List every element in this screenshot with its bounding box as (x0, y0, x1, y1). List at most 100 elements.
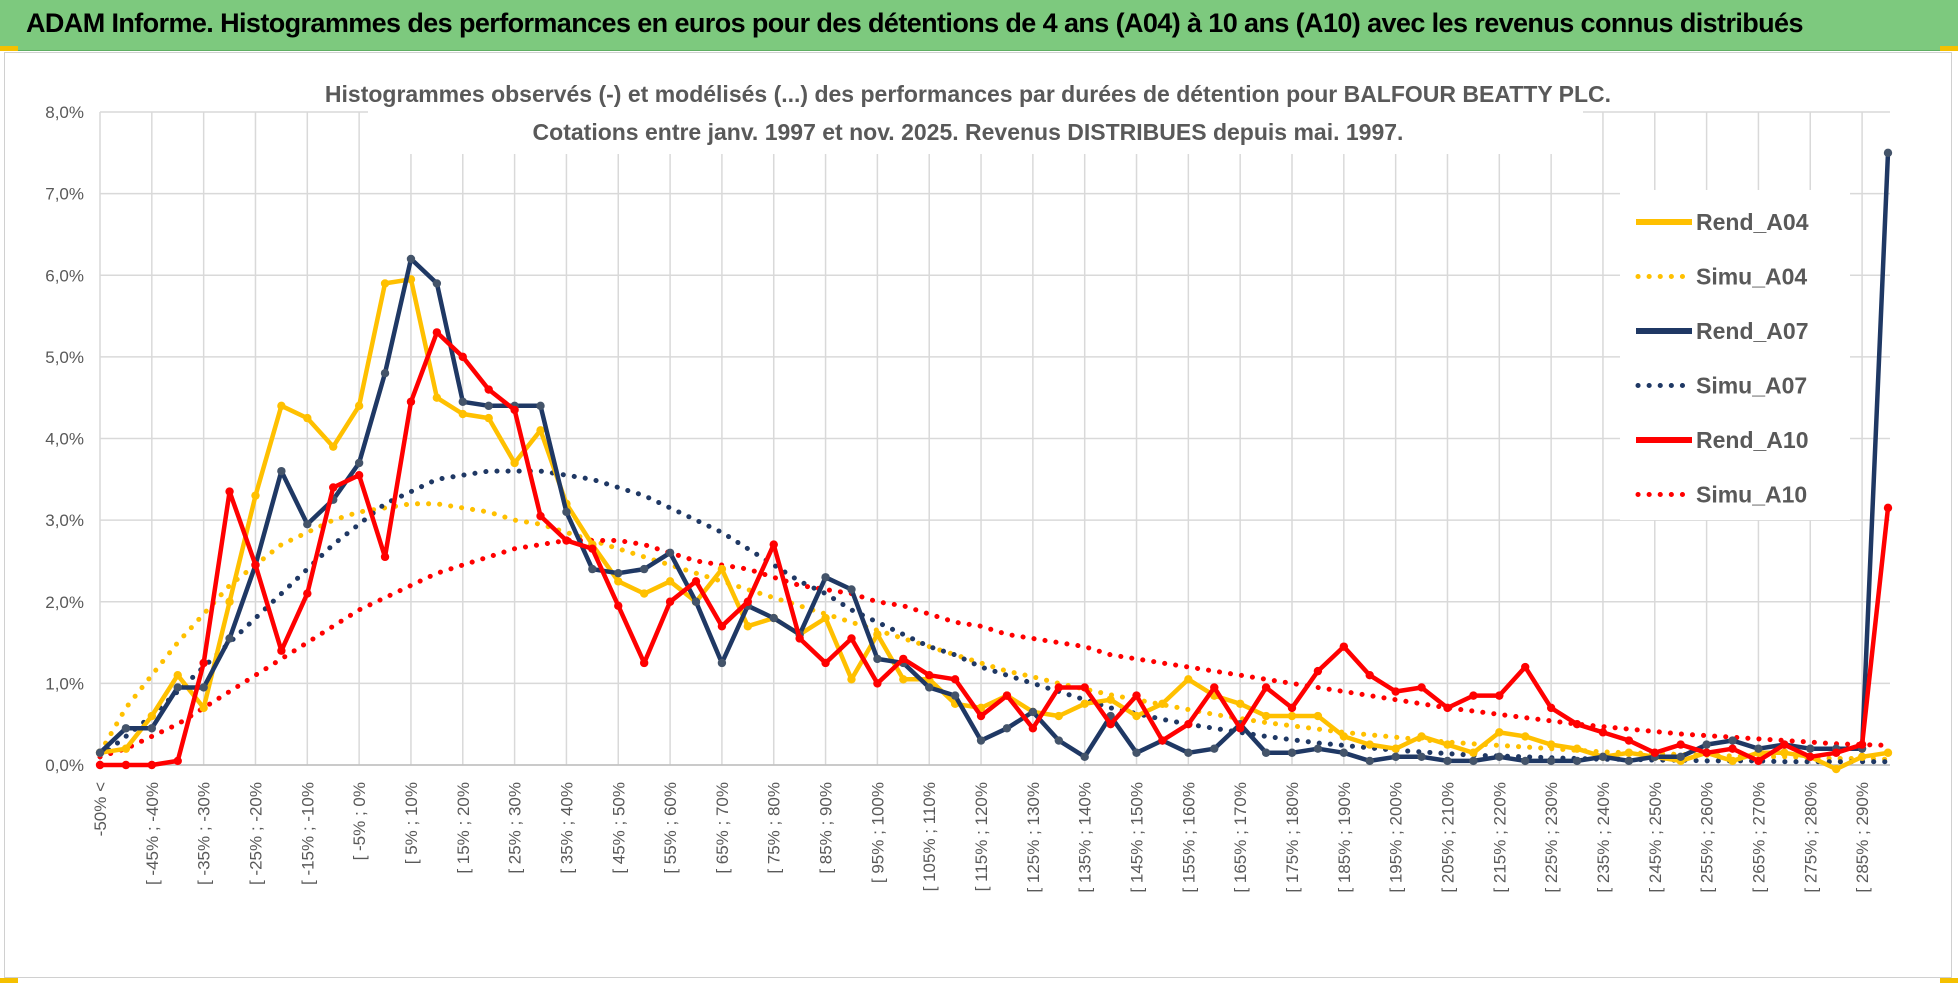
x-tick-label: [ 15% ; 20% (454, 782, 473, 874)
data-point (691, 597, 701, 606)
data-point (1313, 666, 1323, 676)
data-point (717, 658, 727, 668)
banner-title: ADAM Informe. Histogrammes des performan… (26, 8, 1803, 38)
data-point (1158, 699, 1167, 708)
data-point (329, 442, 338, 451)
x-tick-label: [ 45% ; 50% (609, 782, 628, 874)
data-point (251, 560, 260, 570)
data-point (1469, 691, 1478, 700)
data-point (1728, 736, 1737, 745)
data-point (1132, 691, 1141, 700)
y-tick-label: 0,0% (45, 756, 84, 775)
data-point (769, 613, 778, 623)
data-point (1598, 728, 1608, 737)
x-tick-label: -50% < (91, 782, 110, 836)
data-point (1002, 724, 1012, 733)
data-point (1184, 748, 1193, 757)
x-tick-label: [ -35% ; -30% (195, 782, 214, 885)
x-tick-label: [ -25% ; -20% (246, 782, 265, 885)
legend-item-simu-a10: Simu_A10 (1635, 482, 1807, 508)
data-point (847, 634, 856, 643)
data-point (1521, 662, 1530, 672)
data-point (1857, 740, 1867, 749)
x-axis: -50% < [ -45% ; -40% [ -35% ; -30% [ -25% ;… (91, 764, 1890, 893)
x-tick-label: [ 235% ; 240% (1594, 782, 1613, 893)
x-tick-label: [ 135% ; 140% (1076, 782, 1095, 893)
x-tick-label: [ 245% ; 250% (1646, 782, 1665, 893)
data-point (536, 401, 545, 411)
data-point (173, 756, 182, 766)
x-tick-label: [ 175% ; 180% (1283, 782, 1302, 893)
data-point (432, 328, 442, 337)
data-point (1313, 744, 1323, 753)
data-point (1546, 756, 1556, 766)
data-point (1339, 732, 1349, 741)
data-point (821, 573, 830, 582)
data-point (1702, 748, 1711, 757)
x-tick-label: [ -5% ; 0% (350, 782, 369, 860)
y-tick-label: 1,0% (45, 674, 84, 693)
header-banner: ADAM Informe. Histogrammes des performan… (0, 0, 1958, 51)
legend-item-rend-a10: Rend_A10 (1636, 427, 1808, 453)
series-line-Rend_A04 (99, 277, 1889, 772)
data-point (1365, 756, 1374, 766)
legend-label: Rend_A04 (1696, 209, 1809, 235)
data-point (121, 760, 131, 770)
x-tick-label: [ 35% ; 40% (557, 782, 576, 874)
data-point (743, 622, 753, 631)
x-tick-label: [ 265% ; 270% (1749, 782, 1768, 893)
banner-corner-right (1940, 46, 1958, 51)
x-tick-label: [ 25% ; 30% (506, 782, 525, 874)
data-point (976, 711, 986, 721)
data-point (406, 397, 416, 406)
data-point (1080, 683, 1089, 692)
series-simu-a07 (97, 468, 1891, 765)
data-point (1417, 752, 1426, 762)
data-point (1339, 642, 1349, 651)
data-point (1235, 724, 1245, 733)
data-point (1572, 756, 1582, 766)
data-point (1780, 748, 1789, 757)
data-point (1728, 744, 1737, 753)
data-point (1857, 752, 1867, 762)
data-point (354, 458, 364, 468)
data-point (536, 511, 545, 521)
y-tick-label: 7,0% (45, 185, 84, 204)
x-tick-label: [ 85% ; 90% (817, 782, 836, 874)
data-point (1132, 711, 1141, 721)
data-point (1883, 748, 1893, 757)
data-point (1883, 148, 1893, 158)
data-point (639, 564, 649, 574)
legend-item-simu-a07: Simu_A07 (1635, 373, 1807, 399)
data-point (199, 683, 208, 692)
data-point (277, 646, 286, 655)
data-point (251, 491, 260, 500)
data-point (950, 691, 960, 700)
data-point (536, 426, 545, 435)
data-point (639, 658, 649, 668)
data-point (1676, 752, 1685, 762)
data-point (1391, 752, 1400, 762)
data-point (1261, 711, 1271, 721)
data-point (1676, 740, 1685, 749)
data-point (1028, 724, 1038, 733)
data-point (1728, 756, 1737, 766)
series-simu-a04 (97, 501, 1891, 762)
data-point (1287, 711, 1297, 721)
legend-item-simu-a04: Simu_A04 (1635, 264, 1807, 290)
data-point (1054, 683, 1063, 692)
data-point (1054, 736, 1063, 745)
legend-label: Simu_A04 (1696, 264, 1807, 290)
data-point (484, 385, 493, 394)
y-tick-label: 6,0% (45, 266, 84, 285)
data-point (380, 369, 390, 378)
chart-title-line-1: Histogrammes observés (-) et modélisés (… (325, 81, 1611, 107)
data-point (1495, 752, 1504, 762)
data-point (1546, 703, 1556, 713)
data-point (639, 589, 649, 598)
data-point (1391, 687, 1400, 696)
data-point (1417, 732, 1426, 741)
data-point (899, 675, 908, 684)
data-point (1002, 691, 1012, 700)
data-point (147, 760, 157, 770)
